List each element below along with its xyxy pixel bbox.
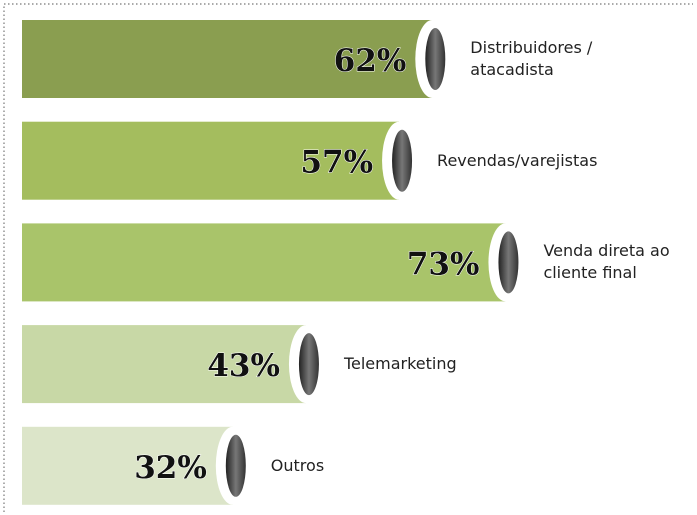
category-label: Venda direta ao cliente final [543, 241, 670, 283]
bar-cap [225, 434, 246, 497]
value-label: 43% [207, 348, 280, 384]
category-label: Revendas/varejistas [437, 150, 598, 170]
value-label: 32% [134, 450, 207, 486]
category-label: Distribuidores / atacadista [470, 38, 593, 79]
dotted-border [3, 3, 693, 512]
bar-cap [425, 28, 446, 90]
bar-cap [298, 333, 319, 396]
value-label: 73% [407, 246, 480, 282]
bar-cap [392, 129, 413, 192]
bar [22, 121, 400, 200]
bar [22, 20, 433, 98]
bar [22, 223, 506, 302]
category-label: Outros [270, 455, 325, 475]
bar [22, 325, 306, 404]
bar-cap [498, 231, 519, 294]
category-label: Telemarketing [343, 354, 457, 374]
value-label: 57% [300, 145, 373, 181]
bar [22, 426, 233, 505]
value-label: 62% [334, 43, 407, 79]
